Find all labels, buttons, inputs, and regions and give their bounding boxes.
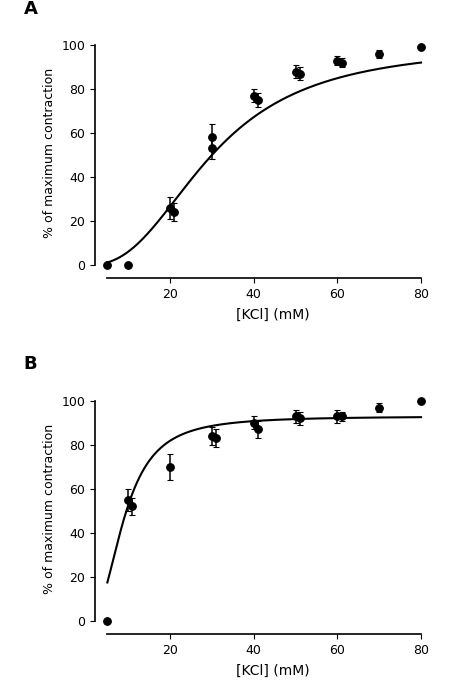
X-axis label: [KCl] (mM): [KCl] (mM) bbox=[236, 664, 310, 677]
Y-axis label: % of maximum contraction: % of maximum contraction bbox=[43, 424, 55, 594]
Y-axis label: % of maximum contraction: % of maximum contraction bbox=[43, 68, 55, 238]
X-axis label: [KCl] (mM): [KCl] (mM) bbox=[236, 308, 310, 322]
Text: A: A bbox=[24, 0, 37, 17]
Text: B: B bbox=[24, 356, 37, 373]
